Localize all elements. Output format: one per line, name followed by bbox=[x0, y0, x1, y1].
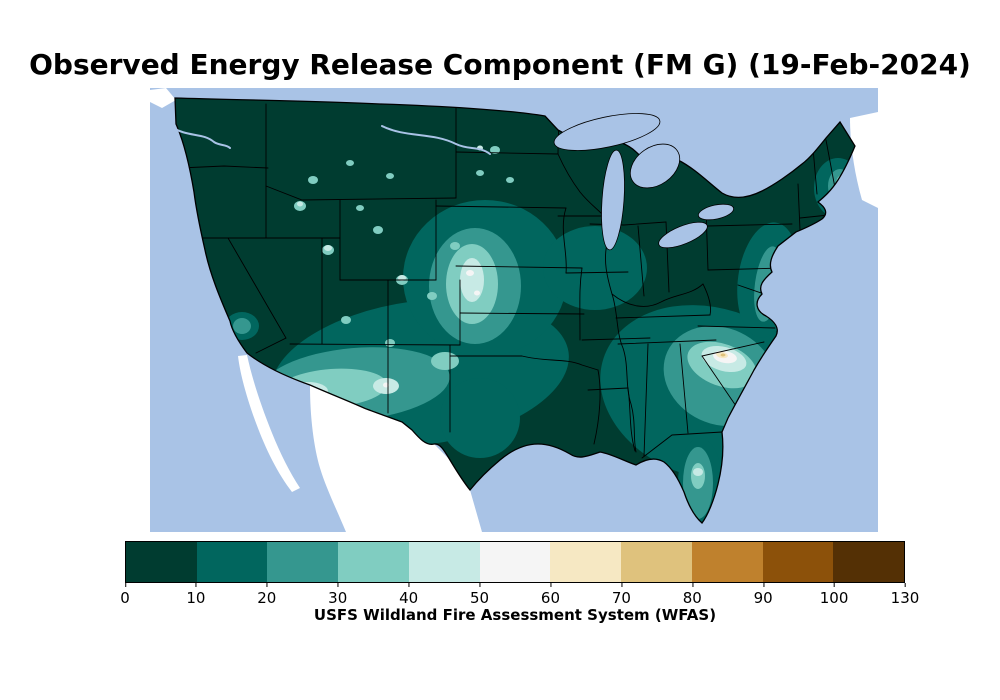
colorbar-segment-30-40 bbox=[338, 542, 409, 582]
colorbar-tick-label: 90 bbox=[753, 583, 773, 607]
map-panel bbox=[150, 88, 878, 532]
vancouver-island-landmass bbox=[150, 88, 176, 108]
us-erc-map bbox=[150, 88, 878, 532]
baja-california-landmass bbox=[238, 355, 300, 492]
colorbar-segment-20-30 bbox=[267, 542, 339, 582]
colorbar-segment-10-20 bbox=[196, 542, 268, 582]
colorbar-segment-0-10 bbox=[126, 542, 197, 582]
erc-contour-fills bbox=[175, 98, 855, 523]
mexico-landmass bbox=[310, 385, 482, 532]
colorbar-tick-label: 30 bbox=[328, 583, 348, 607]
colorbar-tick-label: 40 bbox=[399, 583, 419, 607]
colorbar-tick-label: 130 bbox=[890, 583, 920, 607]
lake-erie bbox=[658, 221, 708, 249]
columbia-river bbox=[169, 125, 231, 149]
chart-title: Observed Energy Release Component (FM G)… bbox=[29, 48, 971, 81]
lake-huron bbox=[629, 143, 681, 189]
canada-maritimes-landmass bbox=[850, 112, 878, 208]
colorbar-segment-60-70 bbox=[550, 542, 622, 582]
colorbar-tick-label: 50 bbox=[469, 583, 490, 607]
colorbar-tick-label: 100 bbox=[819, 583, 849, 607]
colorbar-segment-100-130 bbox=[833, 542, 905, 582]
erc-band-70-80 bbox=[720, 353, 726, 357]
colorbar-tick-label: 70 bbox=[611, 583, 631, 607]
great-lakes bbox=[553, 113, 735, 251]
us-outline bbox=[174, 97, 856, 524]
colorbar-segment-40-50 bbox=[408, 542, 480, 582]
colorbar-tick-label: 60 bbox=[540, 583, 560, 607]
colorbar-tick-label: 10 bbox=[186, 583, 206, 607]
colorbar-axis-label: USFS Wildland Fire Assessment System (WF… bbox=[313, 606, 717, 624]
colorbar-tick-label: 0 bbox=[120, 583, 130, 607]
lake-ontario bbox=[697, 203, 735, 221]
colorbar-segment-80-90 bbox=[691, 542, 763, 582]
colorbar-segment-50-60 bbox=[479, 542, 551, 582]
lake-superior bbox=[553, 113, 661, 151]
colorbar-tick-label: 20 bbox=[257, 583, 277, 607]
colorbar-segment-70-80 bbox=[621, 542, 692, 582]
missouri-river bbox=[381, 125, 491, 155]
colorbar-segments bbox=[125, 541, 905, 583]
rivers bbox=[169, 125, 491, 155]
lake-michigan bbox=[601, 149, 625, 251]
colorbar-tick-label: 80 bbox=[682, 583, 702, 607]
colorbar-ticks: 0 10 20 30 40 50 60 70 80 90 100 130 bbox=[120, 583, 919, 607]
colorbar-segment-90-100 bbox=[762, 542, 834, 582]
